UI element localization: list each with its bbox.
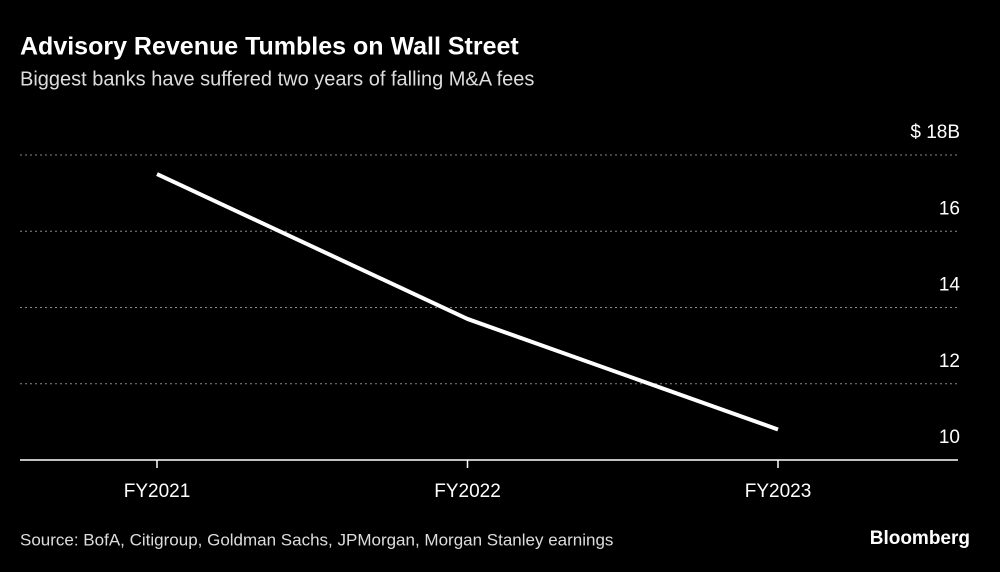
brand: Bloomberg [870, 528, 970, 549]
y-tick-label: 16 [939, 198, 960, 219]
y-tick-label: 14 [939, 275, 961, 296]
source: Source: BofA, Citigroup, Goldman Sachs, … [20, 530, 613, 549]
data-line [156, 172, 779, 432]
chart-title: Advisory Revenue Tumbles on Wall Street [20, 33, 519, 61]
y-tick-label: 12 [939, 351, 960, 372]
y-tick-label: 10 [939, 427, 960, 448]
x-tick-label: FY2021 [124, 481, 191, 502]
chart-subtitle: Biggest banks have suffered two years of… [20, 68, 534, 90]
y-tick-label: $ 18B [910, 122, 960, 143]
x-tick-label: FY2022 [434, 481, 501, 502]
x-tick-label: FY2023 [745, 481, 812, 502]
